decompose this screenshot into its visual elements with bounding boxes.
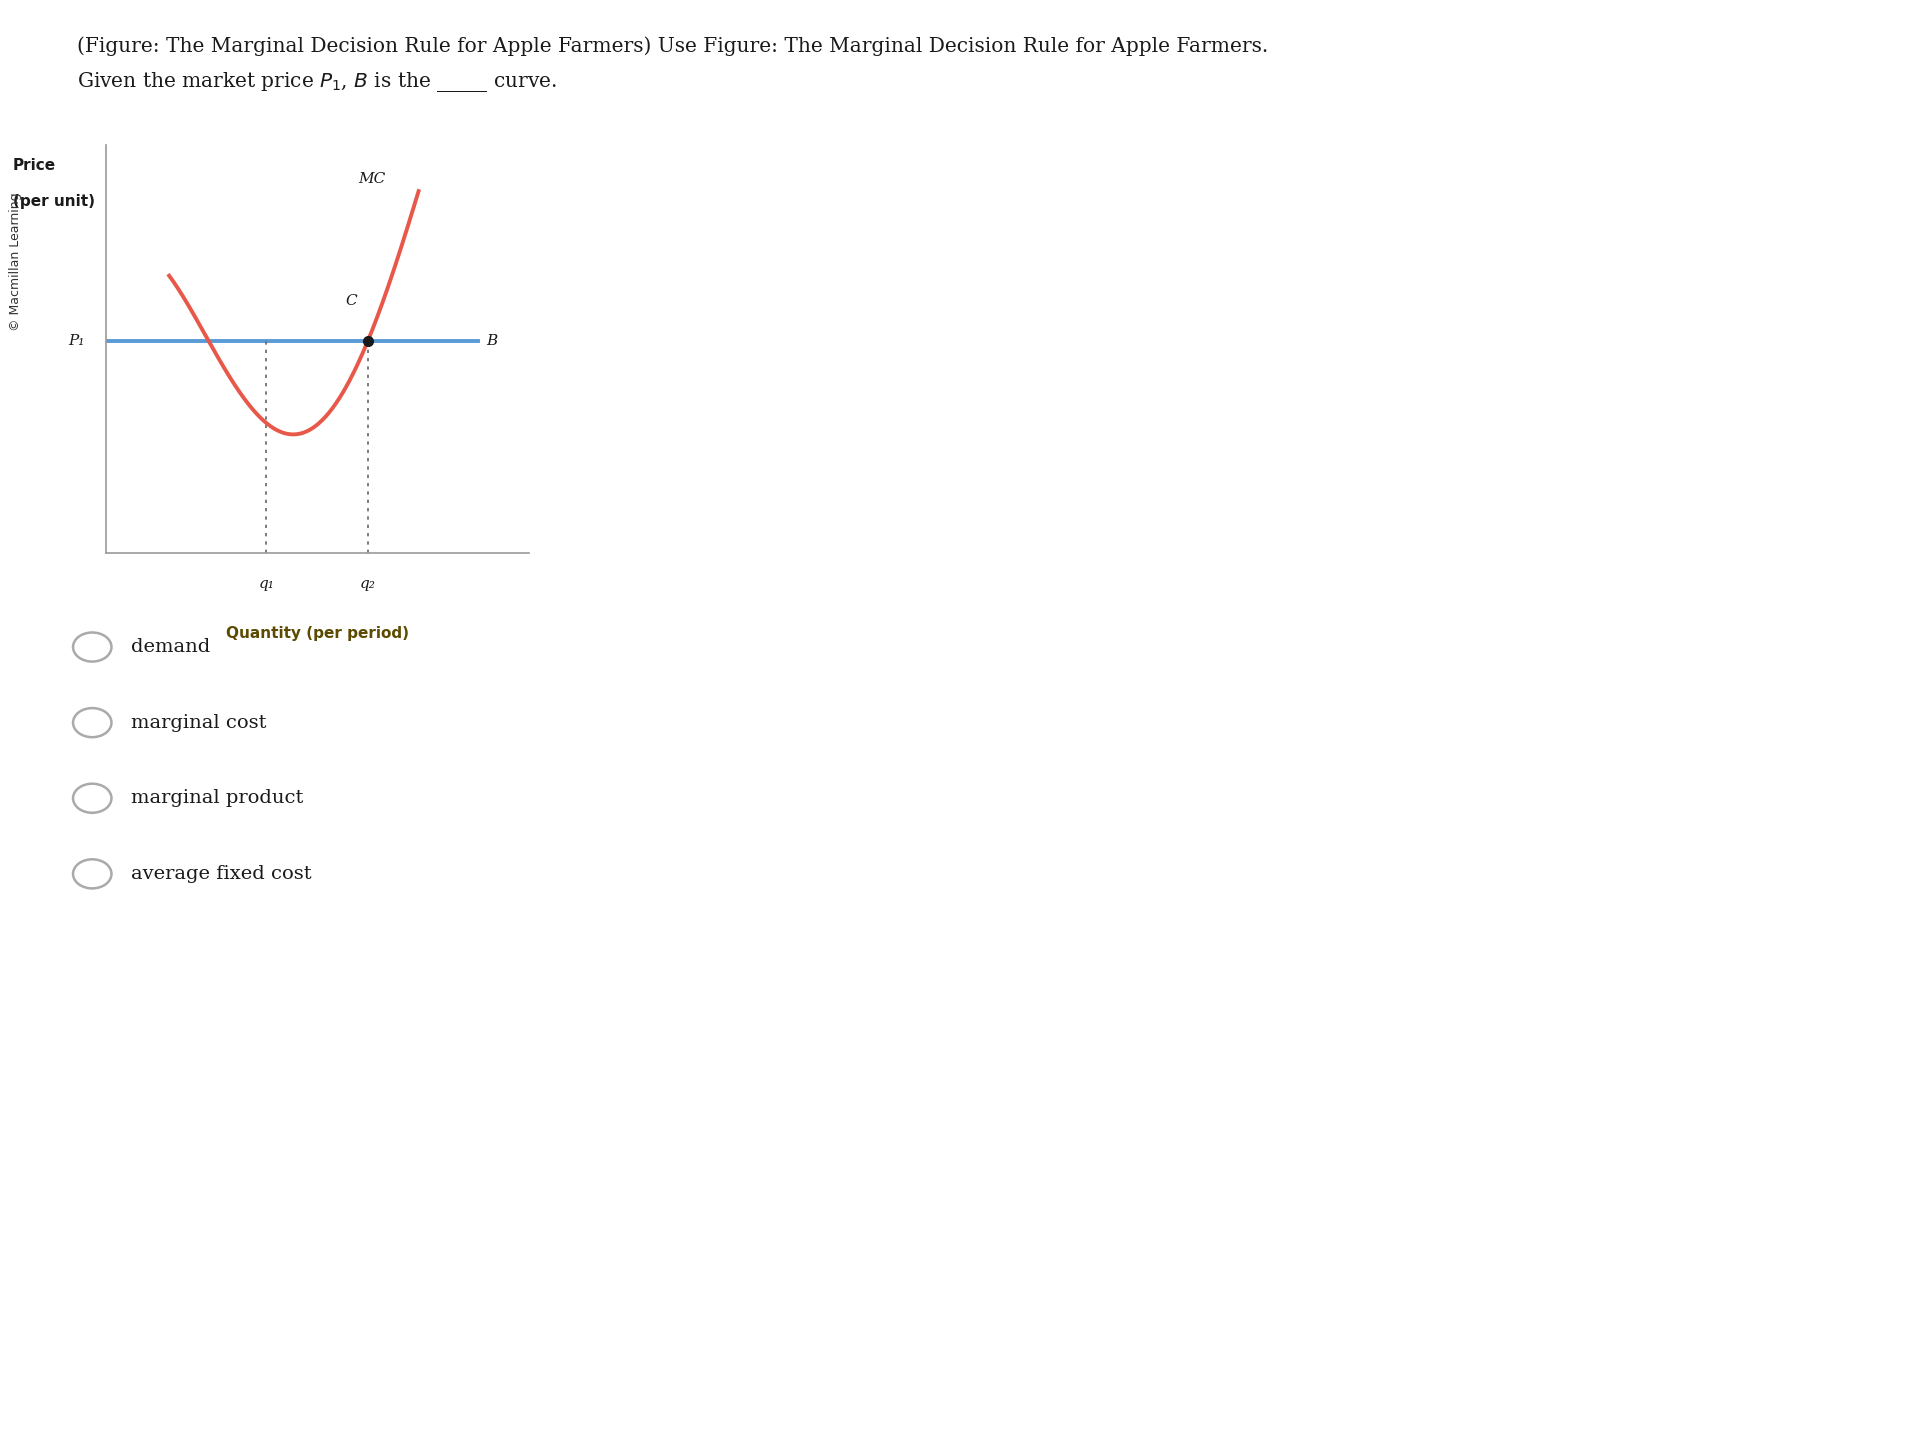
Text: marginal cost: marginal cost [131,714,265,731]
Text: Quantity (per period): Quantity (per period) [225,625,409,641]
Text: average fixed cost: average fixed cost [131,865,311,883]
Text: Price: Price [13,157,56,173]
Text: P₁: P₁ [67,334,85,348]
Text: © Macmillan Learning: © Macmillan Learning [10,192,21,332]
Text: (per unit): (per unit) [13,195,94,209]
Text: q₂: q₂ [359,577,377,590]
Text: q₁: q₁ [258,577,275,590]
Text: B: B [486,334,498,348]
Text: demand: demand [131,638,209,656]
Text: C: C [346,294,357,308]
Text: marginal product: marginal product [131,790,304,807]
Text: Given the market price $P_1$, $B$ is the _____ curve.: Given the market price $P_1$, $B$ is the… [77,70,557,95]
Text: MC: MC [359,172,386,186]
Text: (Figure: The Marginal Decision Rule for Apple Farmers) Use Figure: The Marginal : (Figure: The Marginal Decision Rule for … [77,36,1269,57]
